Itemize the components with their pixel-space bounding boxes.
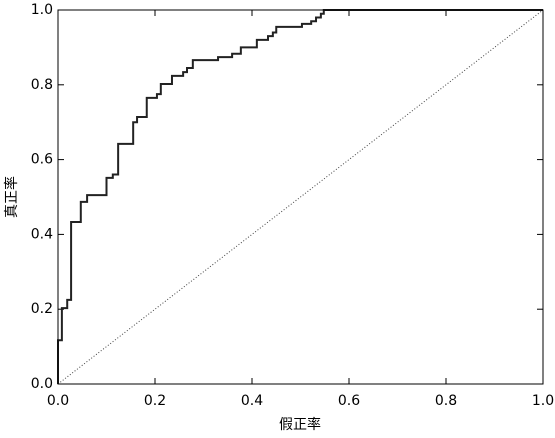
y-tick-label: 0.0 [31,376,53,392]
y-tick-label: 0.4 [31,226,53,242]
x-axis-label: 假正率 [279,416,321,433]
y-tick-label: 0.6 [31,152,53,168]
x-tick-label: 0.0 [47,393,69,409]
line [57,9,544,385]
x-tick-label: 0.8 [435,393,457,409]
x-tick-label: 0.4 [241,393,263,409]
line [57,9,543,384]
y-axis-label: 真正率 [3,176,20,218]
y-tick-label: 1.0 [31,2,53,18]
x-tick-label: 0.6 [338,393,360,409]
y-tick-label: 0.8 [31,77,53,93]
x-tick-label: 0.2 [144,393,166,409]
y-tick-label: 0.2 [31,301,53,317]
plot-frame [57,9,544,385]
x-tick-label: 1.0 [532,393,554,409]
